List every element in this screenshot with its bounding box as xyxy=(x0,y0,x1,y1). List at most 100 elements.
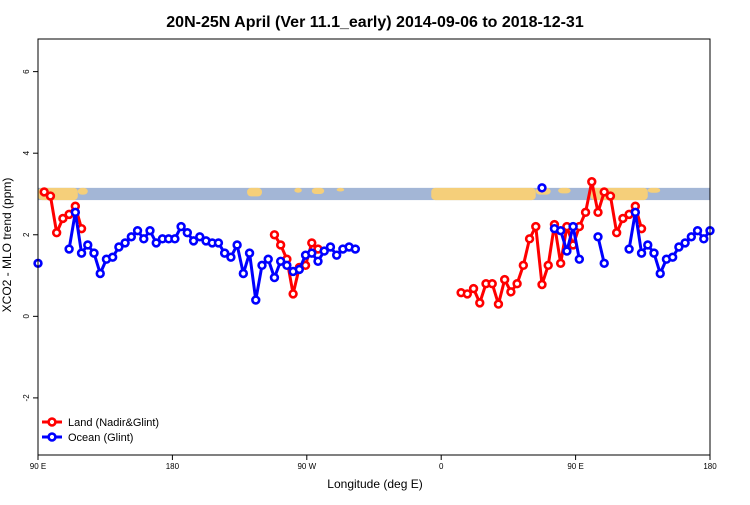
data-point xyxy=(269,272,280,283)
data-point xyxy=(288,289,298,299)
data-point xyxy=(176,221,186,232)
data-point xyxy=(574,254,585,264)
data-point xyxy=(294,264,305,275)
data-point xyxy=(145,225,155,236)
data-point xyxy=(468,283,479,294)
data-point xyxy=(64,244,74,254)
data-point xyxy=(350,244,361,254)
data-point xyxy=(120,238,130,248)
data-point xyxy=(487,279,497,289)
data-point xyxy=(213,238,224,248)
data-point xyxy=(618,213,628,224)
data-point xyxy=(126,232,137,242)
y-tick-label: -2 xyxy=(22,394,31,402)
y-tick-label: 4 xyxy=(22,150,31,155)
data-point xyxy=(475,298,485,308)
data-point xyxy=(649,248,659,258)
data-point xyxy=(83,240,93,250)
map-land-patch xyxy=(590,187,648,201)
legend: Land (Nadir&Glint) Ocean (Glint) xyxy=(42,417,159,444)
data-point xyxy=(636,248,647,258)
data-point xyxy=(151,238,161,248)
data-point xyxy=(680,238,690,248)
data-point xyxy=(599,258,609,269)
y-axis-label: XCO2 - MLO trend (ppm) xyxy=(0,178,14,313)
data-point xyxy=(562,246,572,256)
data-point xyxy=(282,260,292,271)
data-point xyxy=(269,230,280,240)
data-point xyxy=(655,268,665,279)
data-point xyxy=(70,207,81,218)
data-point xyxy=(580,207,591,218)
data-point xyxy=(555,225,566,236)
chart-title: 20N-25N April (Ver 11.1_early) 2014-09-0… xyxy=(166,14,584,31)
map-land-patch xyxy=(647,187,661,193)
data-point xyxy=(325,242,336,252)
map-land-patch xyxy=(431,187,536,201)
data-point xyxy=(58,213,68,224)
plot-frame xyxy=(37,38,711,456)
y-tick-label: 6 xyxy=(22,69,31,74)
data-point xyxy=(275,256,286,266)
data-point xyxy=(313,256,323,266)
x-axis-label: Longitude (deg E) xyxy=(327,477,422,491)
data-point xyxy=(512,279,522,289)
data-point xyxy=(493,299,504,309)
axes: 90 E 180 90 W 0 90 E 180 -2 0 2 4 6 xyxy=(22,69,717,471)
map-land-patch xyxy=(336,187,345,192)
data-point xyxy=(307,238,317,248)
data-point xyxy=(232,240,242,250)
data-point xyxy=(307,248,317,258)
series-line xyxy=(627,210,712,276)
data-point xyxy=(195,232,205,242)
data-point xyxy=(605,191,616,201)
data-point xyxy=(611,228,622,238)
data-point xyxy=(238,268,249,279)
data-point xyxy=(593,232,603,242)
data-point xyxy=(555,258,566,269)
x-tick-label: 90 W xyxy=(297,462,316,471)
data-point xyxy=(251,295,261,305)
data-point xyxy=(568,221,578,232)
map-land-patch xyxy=(247,187,262,197)
data-point xyxy=(699,234,709,244)
data-point xyxy=(114,242,124,252)
data-point xyxy=(89,248,99,258)
data-point xyxy=(518,260,529,271)
data-point xyxy=(593,207,603,218)
data-point xyxy=(319,246,329,256)
data-point xyxy=(39,187,49,197)
map-land-patch xyxy=(294,187,302,193)
data-point xyxy=(643,240,653,250)
data-point xyxy=(462,289,473,299)
y-tick-label: 0 xyxy=(22,314,31,319)
data-point xyxy=(599,187,609,197)
data-point xyxy=(226,252,236,262)
data-point xyxy=(531,221,541,232)
data-point xyxy=(219,248,230,258)
data-point xyxy=(506,287,516,297)
data-point xyxy=(624,244,634,254)
data-point xyxy=(331,250,342,260)
series-ocean xyxy=(33,183,715,305)
data-point xyxy=(692,225,703,236)
data-point xyxy=(587,177,597,187)
data-point xyxy=(45,191,56,201)
data-point xyxy=(132,225,143,236)
map-land-patch xyxy=(77,187,88,195)
data-point xyxy=(537,279,547,290)
data-point xyxy=(170,234,180,244)
data-point xyxy=(107,252,118,262)
data-point xyxy=(524,234,535,244)
x-tick-label: 180 xyxy=(703,462,717,471)
data-point xyxy=(674,242,684,252)
data-point xyxy=(630,207,641,218)
legend-marker xyxy=(47,417,57,427)
data-point xyxy=(139,234,149,244)
y-tick-label: 2 xyxy=(22,232,31,237)
map-land-patch xyxy=(311,187,325,194)
data-point xyxy=(188,236,199,246)
legend-marker xyxy=(47,432,57,442)
